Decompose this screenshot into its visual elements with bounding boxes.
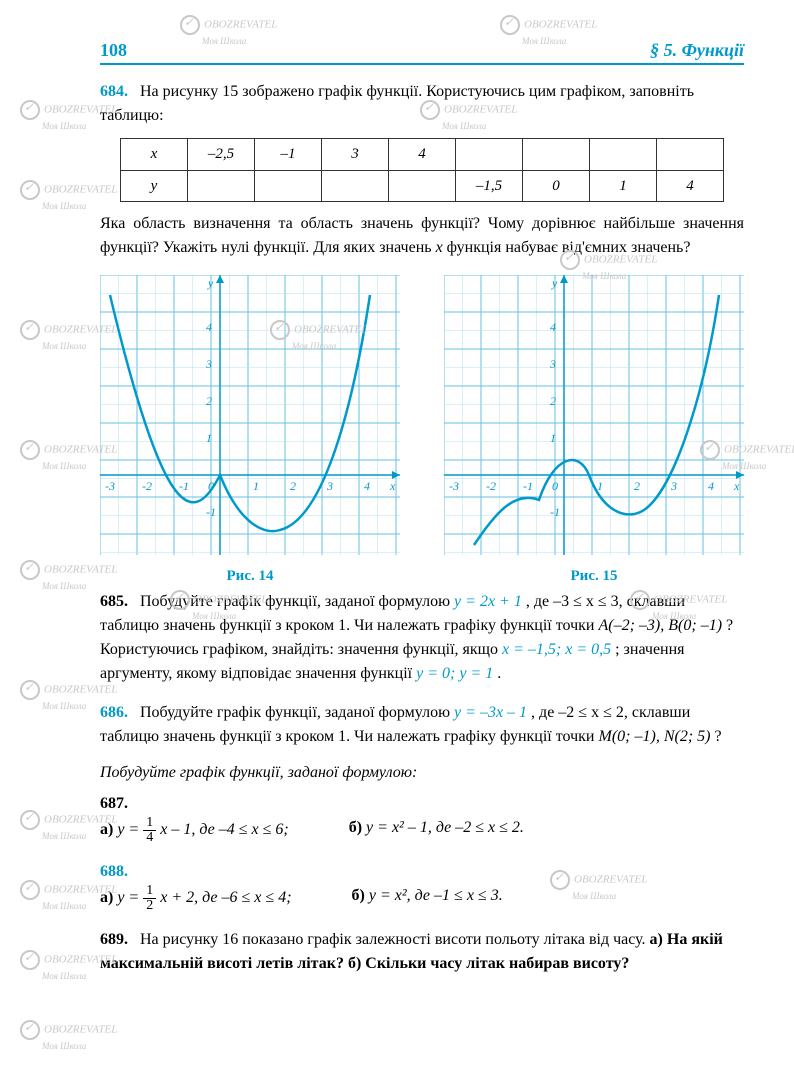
part-b: б) y = x² – 1, де –2 ≤ x ≤ 2.	[349, 816, 524, 845]
problem-text-2: Яка область визначення та область значен…	[100, 212, 744, 260]
problem-number: 684.	[100, 83, 128, 100]
svg-text:4: 4	[550, 320, 556, 334]
problem-686: 686. Побудуйте графік функції, заданої ф…	[100, 701, 744, 749]
svg-text:-1: -1	[523, 479, 533, 493]
svg-text:y: y	[551, 276, 558, 290]
graphs-row: x y 0 -3 -2 -1 1 2 3 4 -1 1 2 3 4 Рис. 14 x y 0 -3 -…	[100, 275, 744, 585]
svg-text:1: 1	[206, 431, 212, 445]
problem-number: 688.	[100, 863, 128, 880]
svg-text:3: 3	[670, 479, 677, 493]
part-a: а) y = 12 x + 2, де –6 ≤ x ≤ 4;	[100, 884, 292, 913]
problem-number: 685.	[100, 593, 128, 610]
svg-text:1: 1	[597, 479, 603, 493]
svg-text:4: 4	[364, 479, 370, 493]
data-table: x –2,5 –1 3 4 y –1,5 0 1 4	[120, 138, 724, 202]
svg-text:y: y	[207, 276, 214, 290]
svg-text:4: 4	[206, 320, 212, 334]
textbook-page: OBOZREVATELМоя ШколаOBOZREVATELМоя Школа…	[0, 0, 794, 1073]
instruction-text: Побудуйте графік функції, заданої формул…	[100, 764, 744, 782]
svg-text:-3: -3	[449, 479, 459, 493]
part-b: б) y = x², де –1 ≤ x ≤ 3.	[352, 884, 503, 913]
problem-number: 686.	[100, 704, 128, 721]
svg-text:2: 2	[290, 479, 296, 493]
svg-text:x: x	[389, 479, 396, 493]
svg-text:2: 2	[550, 394, 556, 408]
svg-text:-2: -2	[486, 479, 496, 493]
figure-label: Рис. 14	[100, 568, 400, 585]
svg-text:1: 1	[550, 431, 556, 445]
table-row: y –1,5 0 1 4	[121, 170, 724, 202]
svg-text:0: 0	[208, 479, 214, 493]
page-number: 108	[100, 40, 127, 61]
problem-688: 688. а) y = 12 x + 2, де –6 ≤ x ≤ 4; б) …	[100, 860, 744, 913]
table-row: x –2,5 –1 3 4	[121, 139, 724, 171]
svg-text:-1: -1	[206, 505, 216, 519]
figure-14: x y 0 -3 -2 -1 1 2 3 4 -1 1 2 3 4 Рис. 14	[100, 275, 400, 585]
part-a: а) y = 14 x – 1, де –4 ≤ x ≤ 6;	[100, 816, 289, 845]
svg-text:2: 2	[206, 394, 212, 408]
svg-text:-1: -1	[550, 505, 560, 519]
row-label: x	[121, 139, 188, 171]
svg-text:0: 0	[552, 479, 558, 493]
svg-text:3: 3	[326, 479, 333, 493]
graph-svg-14: x y 0 -3 -2 -1 1 2 3 4 -1 1 2 3 4	[100, 275, 400, 555]
figure-15: x y 0 -3 -2 -1 1 2 3 4 -1 1 2 3 4 Рис. 15	[444, 275, 744, 585]
svg-text:-2: -2	[142, 479, 152, 493]
svg-text:-1: -1	[179, 479, 189, 493]
svg-text:3: 3	[205, 357, 212, 371]
svg-text:x: x	[733, 479, 740, 493]
page-header: 108 § 5. Функції	[100, 40, 744, 65]
problem-685: 685. Побудуйте графік функції, заданої ф…	[100, 590, 744, 686]
svg-text:4: 4	[708, 479, 714, 493]
svg-text:-3: -3	[105, 479, 115, 493]
problem-number: 689.	[100, 931, 128, 948]
svg-text:3: 3	[549, 357, 556, 371]
problem-689: 689. На рисунку 16 показано графік залеж…	[100, 928, 744, 976]
section-title: § 5. Функції	[650, 40, 744, 61]
svg-text:2: 2	[634, 479, 640, 493]
problem-687: 687. а) y = 14 x – 1, де –4 ≤ x ≤ 6; б) …	[100, 792, 744, 845]
figure-label: Рис. 15	[444, 568, 744, 585]
problem-684: 684. На рисунку 15 зображено графік функ…	[100, 80, 744, 260]
problem-number: 687.	[100, 795, 128, 812]
row-label: y	[121, 170, 188, 202]
problem-text: На рисунку 15 зображено графік функції. …	[100, 83, 694, 124]
svg-text:1: 1	[253, 479, 259, 493]
graph-svg-15: x y 0 -3 -2 -1 1 2 3 4 -1 1 2 3 4	[444, 275, 744, 555]
